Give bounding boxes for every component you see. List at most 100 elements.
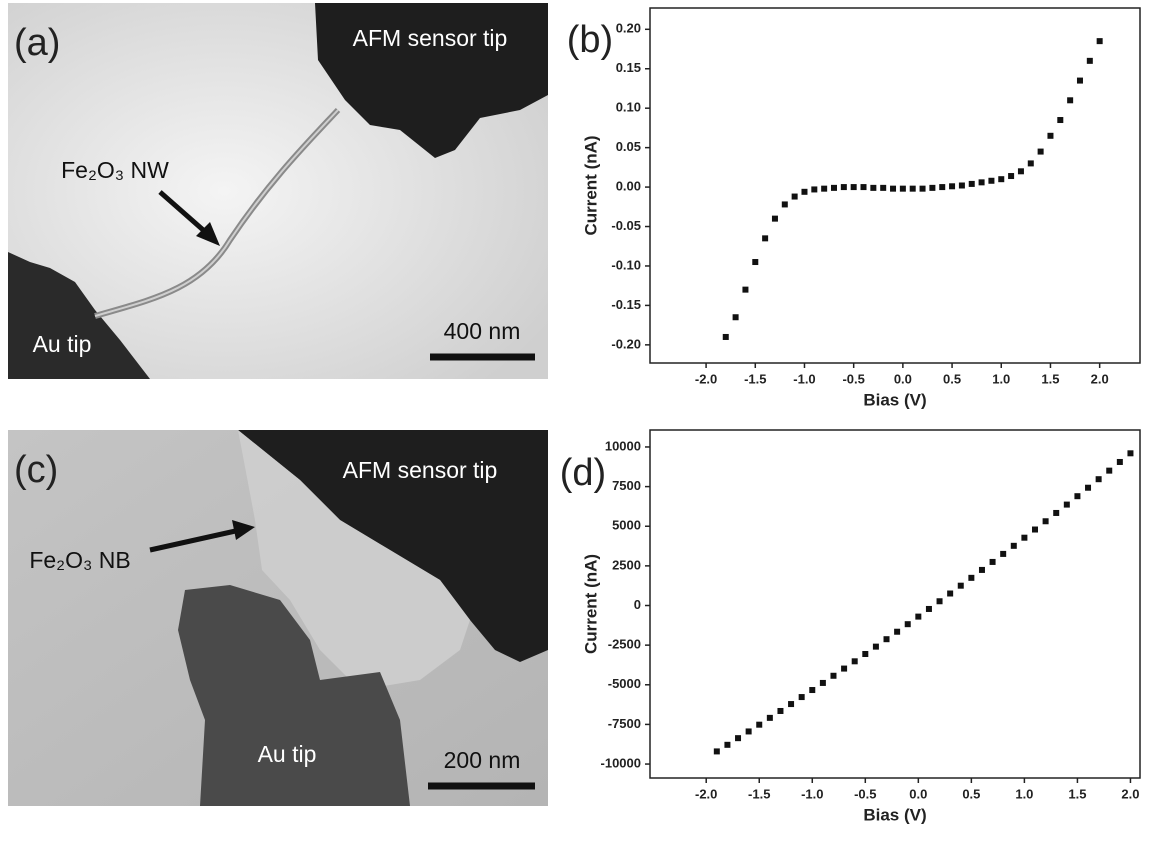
plot-frame xyxy=(650,430,1140,778)
y-tick-label: 5000 xyxy=(612,518,641,533)
data-point xyxy=(1085,485,1091,491)
data-point xyxy=(831,185,837,191)
scale-bar-label: 400 nm xyxy=(444,318,521,344)
data-point xyxy=(782,201,788,207)
data-point xyxy=(801,189,807,195)
y-tick-label: 0.00 xyxy=(616,179,641,194)
x-tick-label: 2.0 xyxy=(1091,371,1109,386)
x-tick-label: -1.5 xyxy=(744,371,766,386)
data-point xyxy=(724,742,730,748)
data-point xyxy=(820,680,826,686)
data-point xyxy=(926,606,932,612)
data-point xyxy=(1106,468,1112,474)
data-point xyxy=(1096,476,1102,482)
data-point xyxy=(1000,551,1006,557)
data-point xyxy=(752,259,758,265)
data-point xyxy=(1077,78,1083,84)
x-tick-label: 0.0 xyxy=(909,786,927,801)
panel-label: (b) xyxy=(567,19,613,61)
x-tick-label: 0.5 xyxy=(943,371,961,386)
data-point xyxy=(851,184,857,190)
y-tick-label: -2500 xyxy=(608,637,641,652)
x-tick-label: -0.5 xyxy=(842,371,864,386)
data-point xyxy=(799,694,805,700)
y-tick-label: -0.20 xyxy=(611,336,641,351)
data-point xyxy=(772,216,778,222)
x-axis-label: Bias (V) xyxy=(863,390,926,409)
plot-frame xyxy=(650,8,1140,363)
data-point xyxy=(990,559,996,565)
image-label: AFM sensor tip xyxy=(353,25,508,51)
y-tick-label: -7500 xyxy=(608,716,641,731)
data-point xyxy=(1053,510,1059,516)
data-point xyxy=(767,715,773,721)
y-axis-label: Current (nA) xyxy=(581,135,600,235)
data-point xyxy=(862,651,868,657)
panel-label: (c) xyxy=(14,449,58,491)
data-point xyxy=(788,701,794,707)
data-point xyxy=(714,748,720,754)
y-tick-label: 2500 xyxy=(612,557,641,572)
data-point xyxy=(830,673,836,679)
data-point xyxy=(969,181,975,187)
x-tick-label: -2.0 xyxy=(695,786,717,801)
x-tick-label: 1.5 xyxy=(1041,371,1059,386)
y-tick-label: -5000 xyxy=(608,676,641,691)
y-tick-label: -10000 xyxy=(601,755,641,770)
data-point xyxy=(1047,133,1053,139)
image-label: Fe₂O₃ NB xyxy=(29,547,130,573)
data-point xyxy=(958,583,964,589)
x-tick-label: -1.5 xyxy=(748,786,770,801)
x-tick-label: -1.0 xyxy=(801,786,823,801)
data-point xyxy=(733,314,739,320)
x-tick-label: 0.0 xyxy=(894,371,912,386)
y-tick-label: -0.15 xyxy=(611,297,641,312)
data-point xyxy=(1021,535,1027,541)
data-point xyxy=(1028,160,1034,166)
data-point xyxy=(841,666,847,672)
y-tick-label: 0.05 xyxy=(616,139,641,154)
data-point xyxy=(988,178,994,184)
y-tick-label: 10000 xyxy=(605,438,641,453)
image-label: Fe₂O₃ NW xyxy=(61,157,169,183)
data-point xyxy=(979,179,985,185)
y-tick-label: -0.05 xyxy=(611,218,641,233)
data-point xyxy=(1087,58,1093,64)
x-tick-label: 1.5 xyxy=(1068,786,1086,801)
tem-image-c: (c) AFM sensor tip Fe₂O₃ NB Au tip 200 n… xyxy=(8,430,548,806)
x-axis-label: Bias (V) xyxy=(863,805,926,824)
data-point xyxy=(1074,493,1080,499)
x-tick-label: -0.5 xyxy=(854,786,876,801)
data-point xyxy=(937,598,943,604)
data-point xyxy=(900,186,906,192)
image-label: Au tip xyxy=(258,741,317,767)
data-point xyxy=(1057,117,1063,123)
data-point xyxy=(894,629,900,635)
data-point xyxy=(870,185,876,191)
data-point xyxy=(1011,543,1017,549)
data-point xyxy=(890,186,896,192)
data-point xyxy=(1097,38,1103,44)
y-tick-label: 0.20 xyxy=(616,21,641,36)
data-point xyxy=(998,176,1004,182)
data-point xyxy=(852,658,858,664)
data-point xyxy=(1064,502,1070,508)
data-point xyxy=(884,636,890,642)
data-point xyxy=(1032,527,1038,533)
data-point xyxy=(792,194,798,200)
data-point xyxy=(1117,459,1123,465)
image-label: Au tip xyxy=(33,331,92,357)
x-tick-label: 1.0 xyxy=(992,371,1010,386)
x-tick-label: 1.0 xyxy=(1015,786,1033,801)
data-point xyxy=(735,735,741,741)
y-tick-label: 0.15 xyxy=(616,60,641,75)
y-tick-label: -0.10 xyxy=(611,257,641,272)
data-point xyxy=(1127,450,1133,456)
y-tick-label: 0 xyxy=(634,597,641,612)
panel-label: (a) xyxy=(14,22,60,64)
data-point xyxy=(939,184,945,190)
data-point xyxy=(762,235,768,241)
data-point xyxy=(1043,518,1049,524)
y-axis-label: Current (nA) xyxy=(581,554,600,654)
data-point xyxy=(821,186,827,192)
